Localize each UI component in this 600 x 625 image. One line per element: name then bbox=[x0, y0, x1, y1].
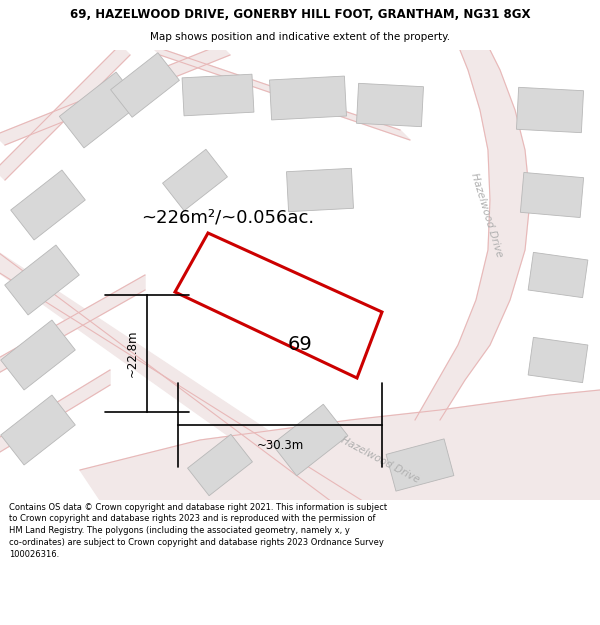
Text: Map shows position and indicative extent of the property.: Map shows position and indicative extent… bbox=[150, 32, 450, 43]
Polygon shape bbox=[517, 88, 584, 132]
Polygon shape bbox=[528, 338, 588, 382]
Polygon shape bbox=[80, 390, 600, 500]
Text: Hazelwood Drive: Hazelwood Drive bbox=[339, 435, 421, 485]
Polygon shape bbox=[520, 173, 584, 218]
Polygon shape bbox=[59, 72, 140, 148]
Text: ~30.3m: ~30.3m bbox=[256, 439, 304, 452]
Polygon shape bbox=[5, 245, 79, 315]
Polygon shape bbox=[0, 250, 600, 625]
Text: 69: 69 bbox=[287, 336, 313, 354]
Polygon shape bbox=[415, 50, 530, 420]
Polygon shape bbox=[188, 434, 253, 496]
Text: ~22.8m: ~22.8m bbox=[126, 330, 139, 378]
Polygon shape bbox=[1, 320, 76, 390]
Polygon shape bbox=[163, 149, 227, 211]
Text: Contains OS data © Crown copyright and database right 2021. This information is : Contains OS data © Crown copyright and d… bbox=[9, 503, 387, 559]
Text: Hazelwood Drive: Hazelwood Drive bbox=[469, 172, 505, 258]
Polygon shape bbox=[356, 83, 424, 127]
Polygon shape bbox=[0, 45, 230, 145]
Polygon shape bbox=[386, 439, 454, 491]
Polygon shape bbox=[1, 395, 76, 465]
Polygon shape bbox=[0, 275, 145, 375]
Polygon shape bbox=[182, 74, 254, 116]
Polygon shape bbox=[269, 76, 346, 120]
Text: ~226m²/~0.056ac.: ~226m²/~0.056ac. bbox=[142, 208, 314, 226]
Polygon shape bbox=[0, 45, 130, 180]
Polygon shape bbox=[110, 52, 179, 118]
Polygon shape bbox=[286, 168, 353, 212]
Text: 69, HAZELWOOD DRIVE, GONERBY HILL FOOT, GRANTHAM, NG31 8GX: 69, HAZELWOOD DRIVE, GONERBY HILL FOOT, … bbox=[70, 8, 530, 21]
Polygon shape bbox=[528, 253, 588, 298]
Polygon shape bbox=[272, 404, 348, 476]
Polygon shape bbox=[150, 45, 410, 140]
Polygon shape bbox=[11, 170, 85, 240]
Polygon shape bbox=[0, 370, 110, 455]
Polygon shape bbox=[175, 233, 382, 378]
